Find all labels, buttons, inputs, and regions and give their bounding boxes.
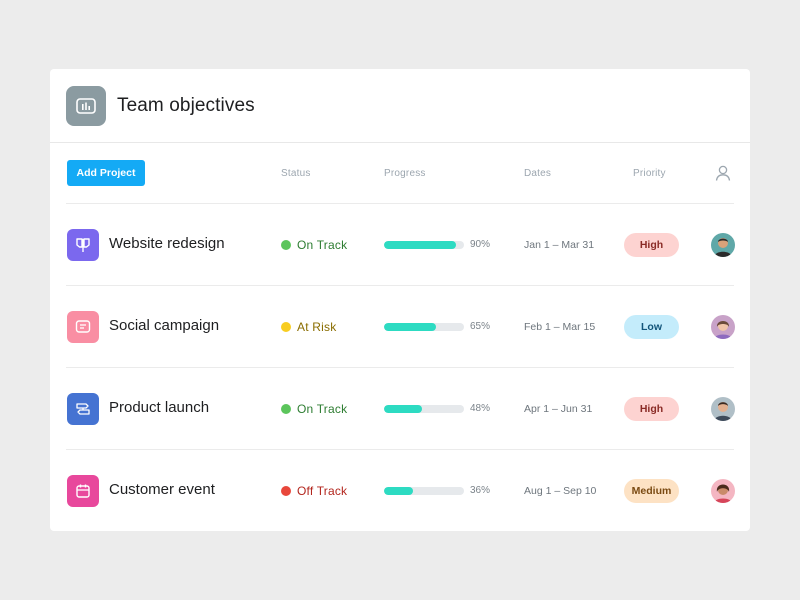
avatar[interactable] [711, 233, 735, 257]
row-divider [66, 367, 734, 368]
add-project-button[interactable]: Add Project [67, 160, 145, 186]
status-dot [281, 322, 291, 332]
progress-bar [384, 323, 464, 331]
objectives-card: Team objectives Add Project Status Progr… [50, 69, 750, 531]
bar-chart-icon [66, 85, 106, 126]
status-dot [281, 404, 291, 414]
status-dot [281, 486, 291, 496]
table-row[interactable]: Customer event Off Track 36% Aug 1 – Sep… [50, 450, 750, 531]
header-divider [66, 203, 734, 204]
priority-badge[interactable]: Low [624, 315, 679, 339]
column-progress[interactable]: Progress [384, 168, 426, 179]
project-name[interactable]: Customer event [109, 481, 215, 498]
status-label: On Track [297, 402, 348, 416]
status-dot [281, 240, 291, 250]
user-icon[interactable] [714, 164, 732, 182]
priority-badge[interactable]: High [624, 397, 679, 421]
progress-fill [384, 487, 413, 495]
row-divider [66, 449, 734, 450]
priority-badge[interactable]: Medium [624, 479, 679, 503]
avatar[interactable] [711, 397, 735, 421]
progress-bar [384, 487, 464, 495]
priority-badge[interactable]: High [624, 233, 679, 257]
column-header-row: Add Project Status Progress Dates Priori… [50, 160, 750, 187]
project-name[interactable]: Social campaign [109, 317, 220, 334]
row-divider [66, 285, 734, 286]
status-badge[interactable]: On Track [281, 402, 347, 416]
table-row[interactable]: Website redesign On Track 90% Jan 1 – Ma… [50, 204, 750, 286]
status-label: Off Track [297, 484, 348, 498]
progress-percent: 36% [470, 485, 491, 496]
avatar[interactable] [711, 315, 735, 339]
signpost-icon [67, 229, 99, 261]
date-range[interactable]: Apr 1 – Jun 31 [524, 403, 593, 415]
project-name[interactable]: Website redesign [109, 235, 225, 252]
status-label: On Track [297, 238, 348, 252]
progress-percent: 90% [470, 239, 491, 250]
date-range[interactable]: Aug 1 – Sep 10 [524, 485, 597, 497]
calendar-icon [67, 475, 99, 507]
progress-fill [384, 241, 456, 249]
chat-icon [67, 311, 99, 343]
card-header: Team objectives [50, 69, 750, 143]
column-status[interactable]: Status [281, 168, 311, 179]
status-badge[interactable]: On Track [281, 238, 347, 252]
progress-percent: 48% [470, 403, 491, 414]
page-title: Team objectives [117, 94, 255, 116]
date-range[interactable]: Feb 1 – Mar 15 [524, 321, 596, 333]
column-dates[interactable]: Dates [524, 168, 552, 179]
status-label: At Risk [297, 320, 337, 334]
progress-percent: 65% [470, 321, 491, 332]
progress-bar [384, 241, 464, 249]
progress-bar [384, 405, 464, 413]
progress-fill [384, 323, 436, 331]
directions-icon [67, 393, 99, 425]
column-priority[interactable]: Priority [633, 168, 666, 179]
date-range[interactable]: Jan 1 – Mar 31 [524, 239, 595, 251]
status-badge[interactable]: Off Track [281, 484, 347, 498]
table-row[interactable]: Product launch On Track 48% Apr 1 – Jun … [50, 368, 750, 450]
status-badge[interactable]: At Risk [281, 320, 336, 334]
avatar[interactable] [711, 479, 735, 503]
project-name[interactable]: Product launch [109, 399, 210, 416]
table-row[interactable]: Social campaign At Risk 65% Feb 1 – Mar … [50, 286, 750, 368]
progress-fill [384, 405, 423, 413]
